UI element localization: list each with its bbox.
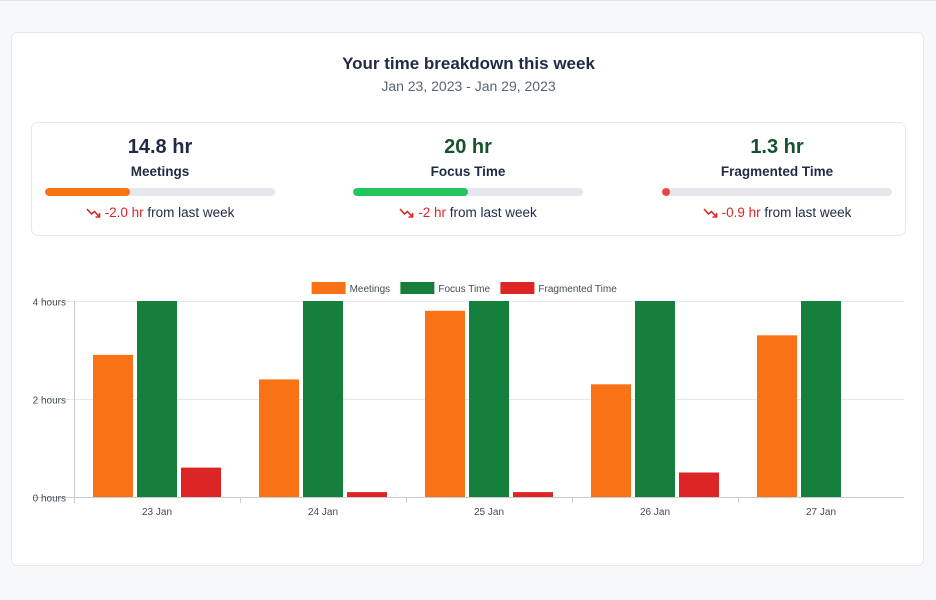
stat-change: -0.9 hr from last week bbox=[662, 205, 892, 220]
progress-fill bbox=[353, 188, 468, 196]
stat-change: -2 hr from last week bbox=[353, 205, 583, 220]
trending-down-icon bbox=[85, 208, 100, 218]
card-title: Your time breakdown this week bbox=[342, 54, 595, 73]
progress-fill bbox=[45, 188, 131, 196]
stat-meetings: 14.8 hr Meetings -2.0 hr from last week bbox=[45, 123, 275, 237]
bar-fragmented-time bbox=[181, 467, 221, 497]
bar-fragmented-time bbox=[679, 472, 719, 497]
stat-label: Focus Time bbox=[430, 164, 506, 179]
stat-value: 14.8 hr bbox=[127, 136, 193, 158]
change-amount: -2 hr bbox=[418, 205, 446, 220]
bar-focus-time bbox=[137, 301, 177, 497]
bar-focus-time bbox=[469, 301, 509, 497]
date-range: Jan 23, 2023 - Jan 29, 2023 bbox=[381, 78, 556, 94]
bar-focus-time bbox=[303, 301, 343, 497]
legend-swatch bbox=[311, 282, 346, 294]
x-tick-label: 24 Jan bbox=[308, 507, 338, 518]
bar-meetings bbox=[425, 310, 465, 497]
stat-label: Fragmented Time bbox=[720, 164, 834, 179]
y-tick-label: 2 hours bbox=[33, 396, 66, 407]
progress-track bbox=[45, 188, 275, 196]
bar-meetings bbox=[757, 335, 797, 497]
y-tick-label: 4 hours bbox=[33, 298, 66, 309]
stat-focus-time: 20 hr Focus Time -2 hr from last week bbox=[353, 123, 583, 237]
x-tick-label: 26 Jan bbox=[640, 507, 670, 518]
stat-value: 20 hr bbox=[444, 136, 492, 158]
progress-fill bbox=[662, 188, 670, 196]
change-amount: -0.9 hr bbox=[721, 205, 761, 220]
x-tick-label: 27 Jan bbox=[806, 507, 836, 518]
change-suffix: from last week bbox=[449, 205, 537, 220]
bar-meetings bbox=[591, 384, 631, 497]
x-tick-label: 23 Jan bbox=[142, 507, 172, 518]
top-divider bbox=[0, 0, 936, 1]
y-tick-label: 0 hours bbox=[33, 494, 66, 505]
change-amount: -2.0 hr bbox=[104, 205, 144, 220]
stats-summary: 14.8 hr Meetings -2.0 hr from last week … bbox=[31, 122, 906, 236]
trending-down-icon bbox=[399, 208, 414, 218]
stat-label: Meetings bbox=[130, 164, 190, 179]
change-suffix: from last week bbox=[764, 205, 852, 220]
legend-label: Meetings bbox=[350, 284, 391, 295]
bar-focus-time bbox=[801, 301, 841, 497]
trending-down-icon bbox=[702, 208, 717, 218]
legend-swatch bbox=[500, 282, 535, 294]
bar-meetings bbox=[93, 354, 133, 497]
progress-track bbox=[662, 188, 892, 196]
change-suffix: from last week bbox=[147, 205, 235, 220]
x-tick-label: 25 Jan bbox=[474, 507, 504, 518]
stat-fragmented-time: 1.3 hr Fragmented Time -0.9 hr from last… bbox=[662, 123, 892, 237]
bar-fragmented-time bbox=[347, 492, 387, 497]
bar-focus-time bbox=[635, 301, 675, 497]
stat-change: -2.0 hr from last week bbox=[45, 205, 275, 220]
progress-track bbox=[353, 188, 583, 196]
legend-label: Fragmented Time bbox=[538, 284, 617, 295]
bar-meetings bbox=[259, 379, 299, 497]
bar-fragmented-time bbox=[513, 492, 553, 497]
stat-value: 1.3 hr bbox=[750, 136, 804, 158]
legend-label: Focus Time bbox=[438, 284, 490, 295]
legend-swatch bbox=[400, 282, 435, 294]
